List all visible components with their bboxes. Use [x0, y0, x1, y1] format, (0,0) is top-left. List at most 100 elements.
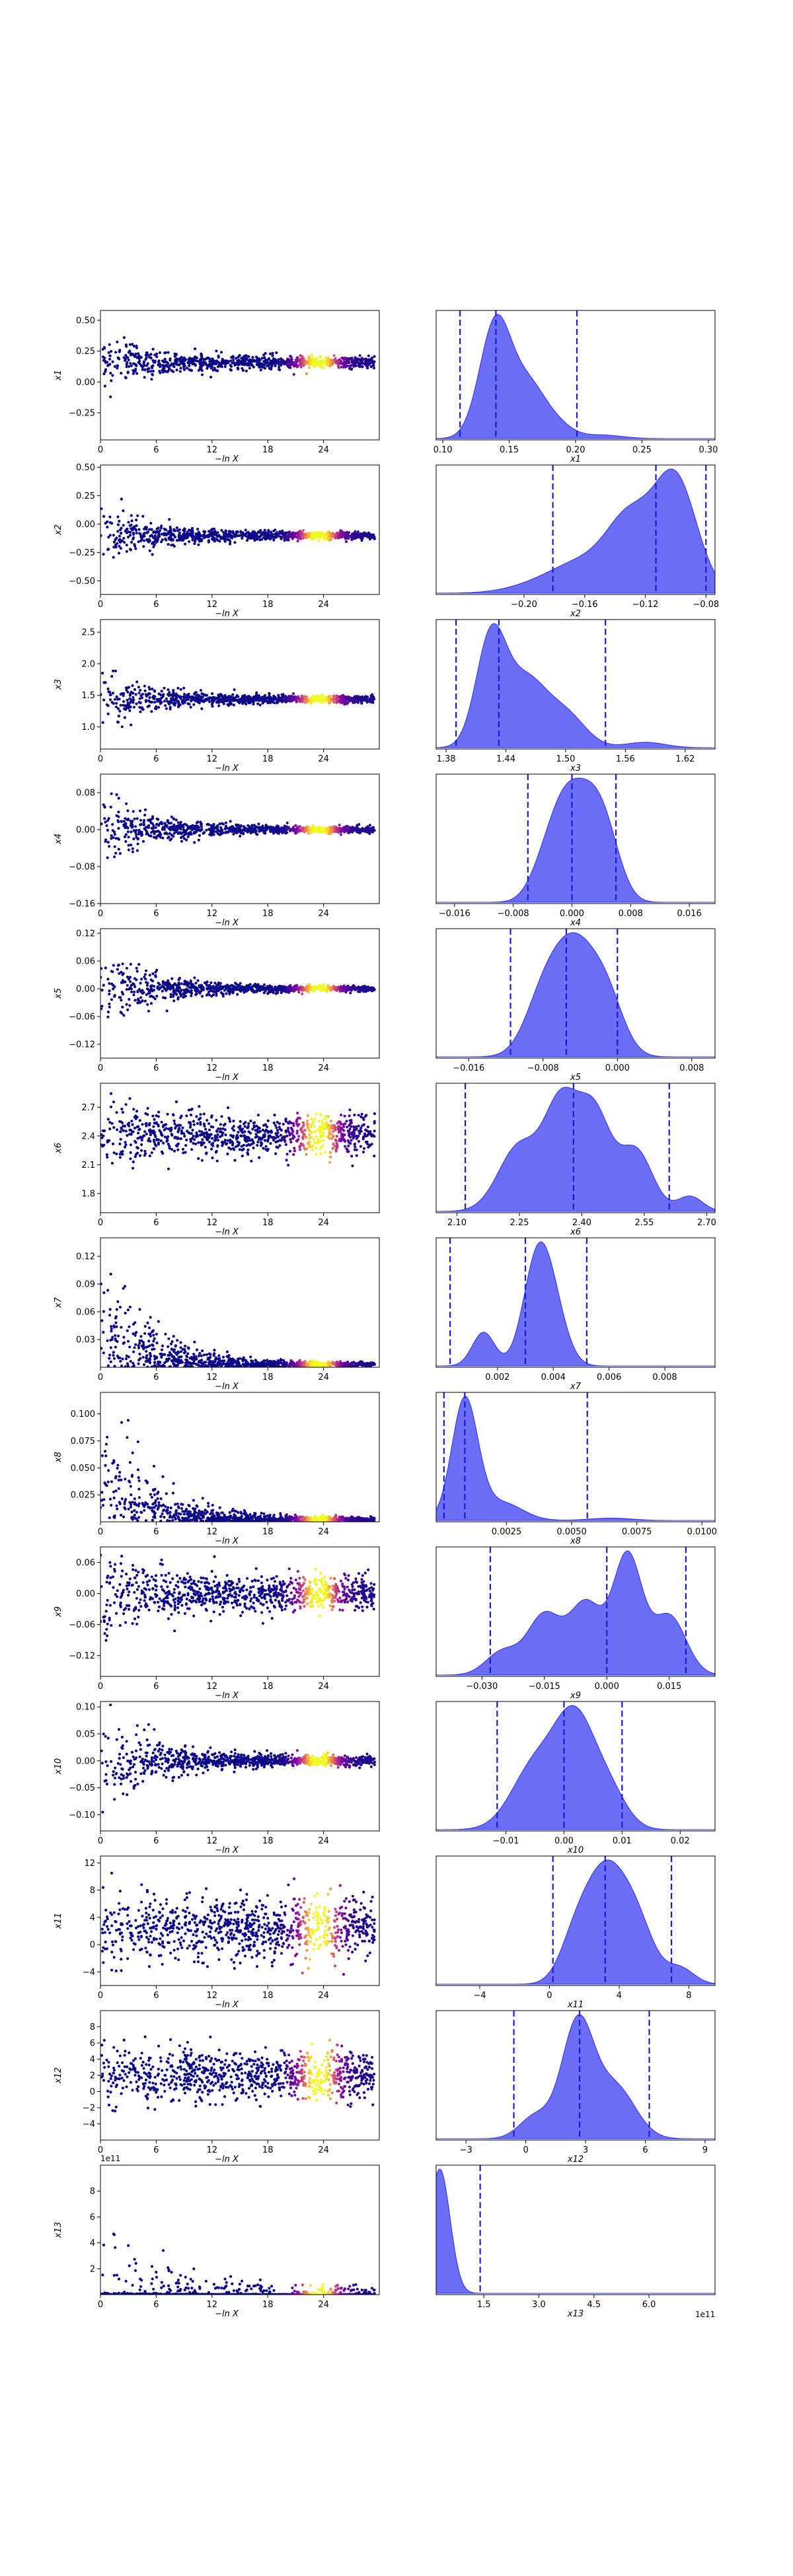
scatter-point	[238, 534, 241, 538]
scatter-point	[196, 979, 200, 982]
scatter-point	[162, 1141, 165, 1145]
y-tick-label: 0.25	[76, 347, 95, 357]
scatter-point	[280, 359, 283, 362]
scatter-point	[243, 1125, 246, 1128]
scatter-point	[170, 538, 173, 542]
scatter-point	[118, 698, 121, 701]
scatter-point	[264, 829, 267, 832]
scatter-point	[270, 367, 273, 371]
scatter-point	[366, 831, 369, 834]
scatter-point	[187, 1108, 190, 1112]
scatter-point	[130, 822, 133, 825]
scatter-point	[245, 702, 248, 706]
scatter-point	[366, 367, 369, 370]
scatter-point	[283, 539, 286, 542]
scatter-point	[338, 534, 342, 538]
scatter-point	[125, 688, 128, 692]
scatter-point	[133, 688, 137, 691]
scatter-point	[181, 1147, 185, 1151]
scatter-point	[258, 703, 262, 707]
scatter-point	[132, 810, 135, 813]
scatter-point	[129, 962, 132, 966]
scatter-point	[274, 528, 277, 532]
scatter-point	[194, 364, 197, 367]
scatter-point	[114, 705, 118, 709]
y-axis-label: x1	[54, 370, 63, 381]
scatter-point	[204, 694, 207, 697]
scatter-point	[157, 982, 160, 985]
scatter-point	[285, 821, 289, 824]
scatter-point	[102, 698, 106, 701]
scatter-point	[170, 698, 173, 701]
scatter-point	[350, 1155, 354, 1158]
scatter-point	[332, 699, 336, 702]
scatter-point	[127, 351, 130, 354]
scatter-point	[106, 1118, 110, 1121]
scatter-point	[149, 522, 153, 525]
scatter-point	[124, 1129, 128, 1133]
scatter-point	[321, 1118, 324, 1122]
scatter-point	[163, 828, 166, 831]
scatter-point	[171, 695, 174, 698]
scatter-point	[172, 698, 175, 701]
scatter-point	[229, 365, 233, 368]
scatter-point	[120, 999, 123, 1002]
scatter-point	[211, 705, 214, 708]
scatter-point	[198, 1129, 202, 1133]
scatter-point	[248, 701, 252, 705]
scatter-point	[266, 825, 270, 829]
scatter-point	[221, 696, 224, 699]
scatter-point	[198, 828, 201, 832]
scatter-point	[360, 537, 363, 540]
x-axis-label: −ln X	[215, 764, 239, 773]
scatter-point	[205, 699, 208, 702]
scatter-point	[319, 355, 322, 358]
scatter-point	[301, 355, 304, 358]
scatter-point	[126, 699, 129, 702]
x-tick-label: 6	[153, 445, 159, 455]
scatter-point	[115, 536, 118, 540]
y-axis-label: x4	[54, 834, 63, 845]
scatter-point	[195, 356, 198, 359]
scatter-point	[365, 534, 368, 538]
scatter-point	[295, 1139, 298, 1143]
scatter-point	[236, 993, 239, 996]
scatter-point	[131, 847, 134, 850]
scatter-point	[224, 529, 227, 532]
scatter-point	[157, 526, 160, 530]
scatter-point	[222, 530, 225, 534]
scatter-point	[165, 533, 168, 537]
scatter-point	[106, 712, 110, 715]
scatter-point	[309, 987, 312, 991]
scatter-point	[218, 540, 221, 543]
x-axis-label: x1	[570, 454, 581, 464]
scatter-point	[124, 833, 128, 836]
scatter-point	[198, 991, 202, 995]
scatter-point	[116, 340, 119, 343]
scatter-point	[137, 528, 141, 531]
scatter-point	[230, 702, 233, 705]
scatter-point	[218, 694, 221, 698]
x-axis-label: x2	[570, 609, 581, 619]
x-tick-label: 18	[262, 754, 274, 764]
scatter-point	[309, 701, 313, 705]
scatter-point	[352, 986, 355, 989]
scatter-point	[137, 352, 140, 355]
scatter-point	[149, 353, 153, 356]
x-tick-label: −0.20	[511, 600, 537, 610]
scatter-point	[261, 986, 265, 989]
scatter-point	[126, 818, 129, 822]
scatter-point	[190, 369, 194, 373]
scatter-point	[117, 797, 120, 800]
scatter-point	[135, 680, 139, 684]
scatter-point	[292, 698, 295, 701]
scatter-point	[188, 368, 191, 371]
scatter-point	[149, 370, 153, 373]
scatter-point	[168, 518, 171, 521]
scatter-point	[261, 363, 264, 366]
scatter-point	[357, 987, 360, 991]
scatter-point	[254, 1135, 257, 1139]
scatter-point	[226, 538, 229, 542]
scatter-point	[209, 831, 213, 834]
scatter-point	[183, 368, 186, 371]
